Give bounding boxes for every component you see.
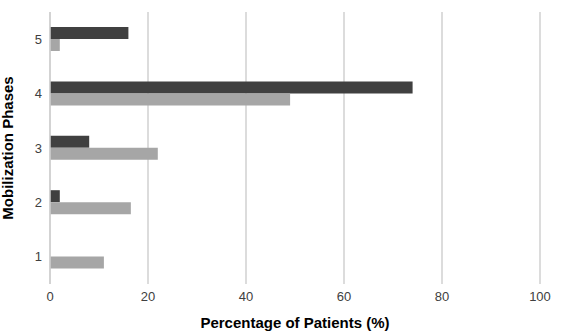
svg-text:100: 100 [529,289,551,304]
svg-text:Percentage of Patients (%): Percentage of Patients (%) [200,314,389,331]
svg-text:2: 2 [35,195,42,210]
svg-text:5: 5 [35,32,42,47]
svg-text:1: 1 [35,249,42,264]
svg-text:0: 0 [46,289,53,304]
svg-text:Mobilization Phases: Mobilization Phases [8,76,16,219]
svg-text:60: 60 [337,289,351,304]
svg-text:20: 20 [141,289,155,304]
svg-text:3: 3 [35,141,42,156]
svg-text:80: 80 [435,289,449,304]
svg-text:40: 40 [239,289,253,304]
svg-text:4: 4 [35,86,42,101]
